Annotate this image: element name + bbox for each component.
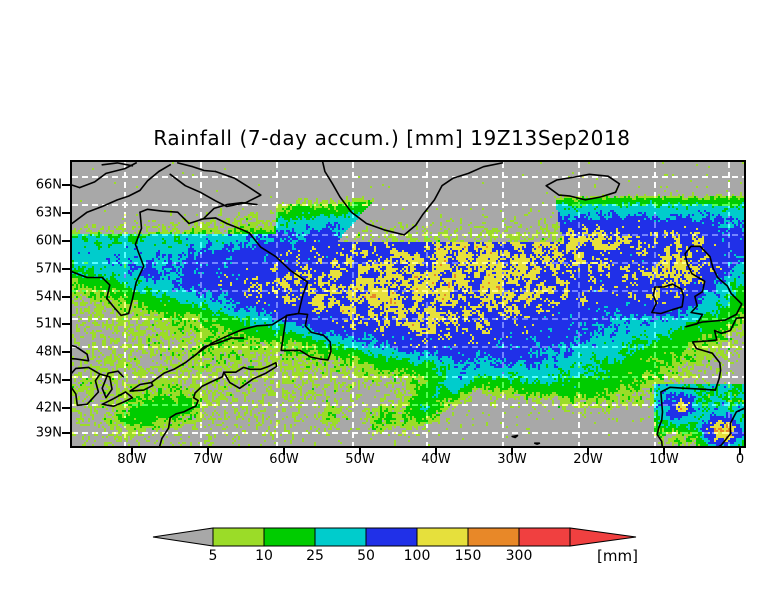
lat-label-66n: 66N xyxy=(35,177,62,193)
lat-label-60n: 60N xyxy=(35,233,62,249)
colorbar-label-100: 100 xyxy=(403,548,431,564)
colorbar-label-25: 25 xyxy=(306,548,324,564)
lat-label-51n: 51N xyxy=(35,316,62,332)
lat-tick-66n xyxy=(62,184,70,186)
lon-tick-60w xyxy=(283,448,285,455)
lon-tick-70w xyxy=(207,448,209,455)
lat-label-48n: 48N xyxy=(35,344,62,360)
colorbar-label-10: 10 xyxy=(255,548,273,564)
colorbar-label-300: 300 xyxy=(505,548,533,564)
lat-label-39n: 39N xyxy=(35,425,62,441)
colorbar-label-5: 5 xyxy=(208,548,218,564)
page-title: Rainfall (7-day accum.) [mm] 19Z13Sep201… xyxy=(153,126,631,150)
lat-tick-57n xyxy=(62,268,70,270)
lon-tick-0 xyxy=(739,448,741,455)
lat-label-54n: 54N xyxy=(35,289,62,305)
lat-tick-45n xyxy=(62,379,70,381)
lon-tick-10w xyxy=(663,448,665,455)
lon-label-40w: 40W xyxy=(421,452,451,467)
lon-label-70w: 70W xyxy=(193,452,223,467)
coastline-overlay xyxy=(72,162,744,446)
lon-label-30w: 30W xyxy=(497,452,527,467)
lon-label-50w: 50W xyxy=(345,452,375,467)
lon-tick-40w xyxy=(435,448,437,455)
lon-label-20w: 20W xyxy=(573,452,603,467)
colorbar-units-label: [mm] xyxy=(597,547,638,565)
map-panel xyxy=(70,160,746,448)
lat-label-57n: 57N xyxy=(35,261,62,277)
lon-label-0: 0 xyxy=(735,452,745,467)
lat-label-45n: 45N xyxy=(35,372,62,388)
lat-tick-42n xyxy=(62,407,70,409)
colorbar-label-50: 50 xyxy=(357,548,375,564)
lon-label-80w: 80W xyxy=(117,452,147,467)
lat-label-63n: 63N xyxy=(35,205,62,221)
lon-tick-30w xyxy=(511,448,513,455)
lat-tick-60n xyxy=(62,240,70,242)
lat-tick-51n xyxy=(62,323,70,325)
lat-tick-54n xyxy=(62,296,70,298)
lat-tick-39n xyxy=(62,432,70,434)
lon-tick-20w xyxy=(587,448,589,455)
lon-tick-80w xyxy=(131,448,133,455)
lat-label-42n: 42N xyxy=(35,400,62,416)
lon-label-10w: 10W xyxy=(649,452,679,467)
lat-tick-48n xyxy=(62,351,70,353)
colorbar xyxy=(150,518,650,578)
lon-tick-50w xyxy=(359,448,361,455)
rainfall-raster xyxy=(72,162,744,446)
colorbar-swatches xyxy=(152,527,637,547)
lat-tick-63n xyxy=(62,212,70,214)
colorbar-label-150: 150 xyxy=(454,548,482,564)
lon-label-60w: 60W xyxy=(269,452,299,467)
